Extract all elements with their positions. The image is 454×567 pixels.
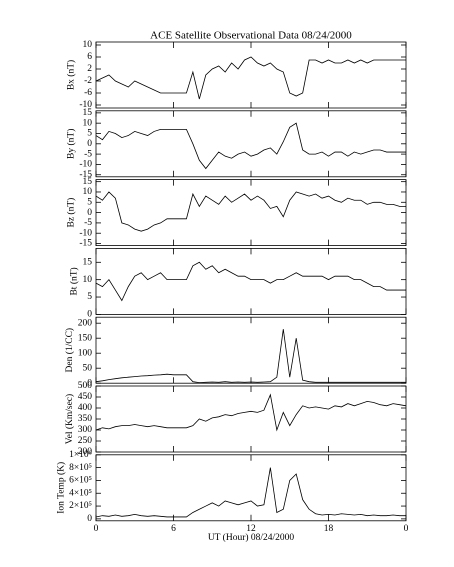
y-tick-label: -10 — [79, 160, 92, 170]
y-tick-label: 10 — [83, 40, 93, 50]
y-tick-label: 1×10⁶ — [69, 450, 92, 460]
data-line — [95, 261, 406, 302]
y-tick-label: -5 — [84, 149, 92, 159]
y-tick-label: 50 — [83, 363, 93, 373]
panel-frame — [95, 41, 407, 109]
y-tick-label: 2 — [87, 64, 92, 74]
y-tick-label: -10 — [79, 228, 92, 238]
y-tick-label: 5 — [87, 292, 92, 302]
y-tick-label: -2 — [84, 76, 92, 86]
y-tick-label: 15 — [83, 177, 93, 187]
y-axis-label: Bx (nT) — [66, 60, 77, 90]
x-tick-label: 0 — [94, 524, 99, 534]
y-axis-label: Bt (nT) — [69, 267, 80, 295]
y-tick-label: 0 — [87, 310, 92, 320]
y-tick-label: 0 — [87, 514, 92, 524]
y-tick-label: 5 — [87, 197, 92, 207]
y-tick-label: 10 — [83, 187, 93, 197]
y-tick-label: 15 — [83, 108, 93, 118]
y-tick-label: 6×10⁵ — [69, 476, 92, 486]
y-tick-label: -10 — [79, 100, 92, 110]
panel-frame — [95, 385, 407, 453]
y-tick-label: 100 — [78, 348, 93, 358]
x-tick-label: 18 — [324, 524, 334, 534]
y-tick-label: 0 — [87, 378, 92, 388]
y-axis-label: Vel (Km/sec) — [64, 394, 75, 444]
y-tick-label: 250 — [78, 436, 93, 446]
panel-frame — [95, 110, 407, 178]
x-tick-label: 6 — [171, 524, 176, 534]
y-tick-label: 10 — [83, 118, 93, 128]
y-tick-label: 0 — [87, 208, 92, 218]
panel-frame — [95, 454, 407, 522]
data-line — [95, 393, 407, 432]
y-tick-label: 350 — [78, 414, 93, 424]
panel-frame — [95, 179, 407, 247]
data-line — [95, 467, 406, 518]
chart-title: ACE Satellite Observational Data 08/24/2… — [150, 30, 352, 42]
y-axis-label: Bz (nT) — [66, 198, 77, 228]
y-tick-label: 400 — [78, 403, 93, 413]
y-tick-label: 8×10⁵ — [69, 463, 92, 473]
y-tick-label: 15 — [83, 257, 93, 267]
y-tick-label: 450 — [78, 392, 93, 402]
y-axis-label: Den (1/CC) — [64, 328, 75, 373]
panel-frame — [95, 316, 407, 384]
data-line — [95, 191, 406, 232]
y-tick-label: 5 — [87, 129, 92, 139]
y-axis-label: By (nT) — [66, 129, 77, 159]
data-line — [95, 122, 406, 170]
y-tick-label: 0 — [87, 139, 92, 149]
y-tick-label: 200 — [78, 318, 93, 328]
y-tick-label: -15 — [79, 239, 92, 249]
y-tick-label: 10 — [83, 275, 93, 285]
y-tick-label: 200 — [78, 447, 93, 457]
x-tick-label: 12 — [246, 524, 256, 534]
y-tick-label: 300 — [78, 425, 93, 435]
y-tick-label: 4×10⁵ — [69, 488, 92, 498]
y-tick-label: -6 — [84, 88, 92, 98]
data-line — [95, 329, 406, 384]
x-tick-label: 0 — [404, 524, 409, 534]
y-tick-label: 6 — [87, 52, 92, 62]
y-tick-label: -15 — [79, 170, 92, 180]
y-tick-label: 2×10⁵ — [69, 501, 92, 511]
y-tick-label: -5 — [84, 218, 92, 228]
y-axis-label: Ion Temp (K) — [55, 462, 66, 514]
data-line — [95, 56, 406, 100]
y-tick-label: 150 — [78, 333, 93, 343]
y-tick-label: 500 — [78, 381, 93, 391]
x-axis-label: UT (Hour) 08/24/2000 — [208, 532, 295, 543]
panel-frame — [95, 247, 407, 315]
